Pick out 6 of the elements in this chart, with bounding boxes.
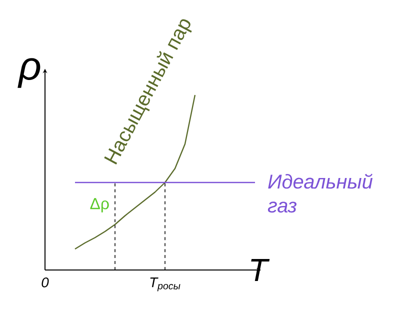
x-tick-label: T$_{росы}$ — [150, 278, 180, 292]
series-label: Идеальный газ — [268, 174, 373, 213]
y-axis-title: ρ — [18, 58, 40, 88]
annotation: Δρ — [90, 198, 109, 212]
x-axis-title: T — [251, 259, 270, 281]
x-tick-label: 0 — [42, 278, 49, 288]
